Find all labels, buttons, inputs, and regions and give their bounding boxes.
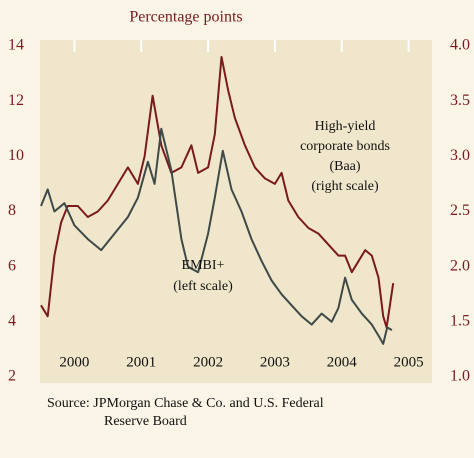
y-tick-label: 12 (8, 92, 24, 109)
source: Reserve Board (104, 414, 187, 429)
y-tick-label: 14 (8, 37, 24, 54)
y-tick-label: 8 (8, 202, 16, 219)
annotation: EMBI+ (182, 258, 225, 273)
x-tick-label: 2001 (126, 354, 156, 370)
y2-tick-label: 2.0 (450, 257, 470, 274)
y2-tick-label: 3.0 (450, 147, 470, 164)
annotation: (right scale) (311, 179, 379, 194)
y-tick-label: 4 (8, 313, 16, 330)
series-line (40, 127, 393, 345)
y2-tick-label: 1.0 (450, 368, 470, 385)
x-tick-label: 2002 (193, 354, 223, 370)
y2-tick-label: 3.5 (450, 92, 470, 109)
x-tick-label: 2003 (260, 354, 290, 370)
x-tick-label: 2004 (327, 354, 358, 370)
x-tick-label: 2005 (394, 354, 424, 370)
x-tick-label: 2000 (59, 354, 89, 370)
y-tick-label: 6 (8, 257, 16, 274)
y2-tick-label: 1.5 (450, 313, 470, 330)
annotation: (left scale) (173, 279, 233, 294)
source: Source: JPMorgan Chase & Co. and U.S. Fe… (47, 396, 324, 411)
y-tick-label: 2 (8, 368, 16, 385)
annotation: corporate bonds (300, 139, 390, 154)
y2-tick-label: 2.5 (450, 202, 470, 219)
series-line (40, 56, 395, 329)
annotation: High-yield (315, 119, 376, 134)
y-axis-label: Percentage points (129, 9, 242, 26)
y2-tick-label: 4.0 (450, 37, 470, 54)
plot-area (40, 40, 432, 383)
annotation: (Baa) (329, 159, 360, 174)
y-tick-label: 10 (8, 147, 24, 164)
